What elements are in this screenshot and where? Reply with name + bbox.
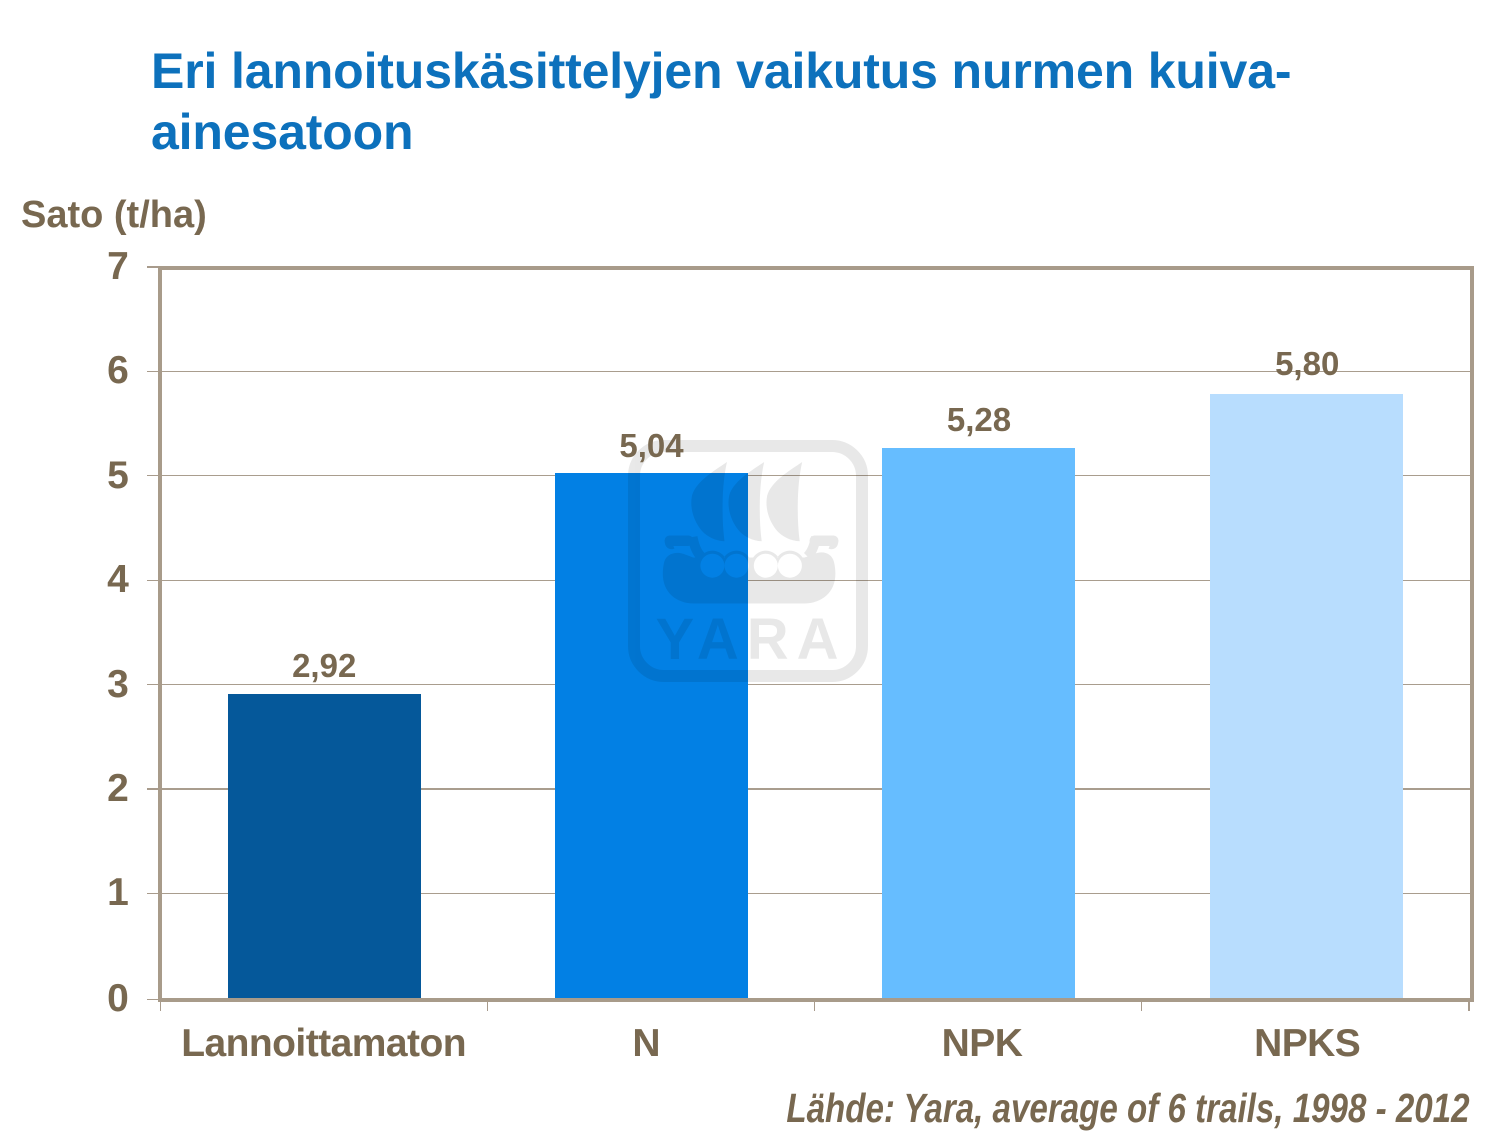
svg-text:YARA: YARA [655, 607, 846, 672]
